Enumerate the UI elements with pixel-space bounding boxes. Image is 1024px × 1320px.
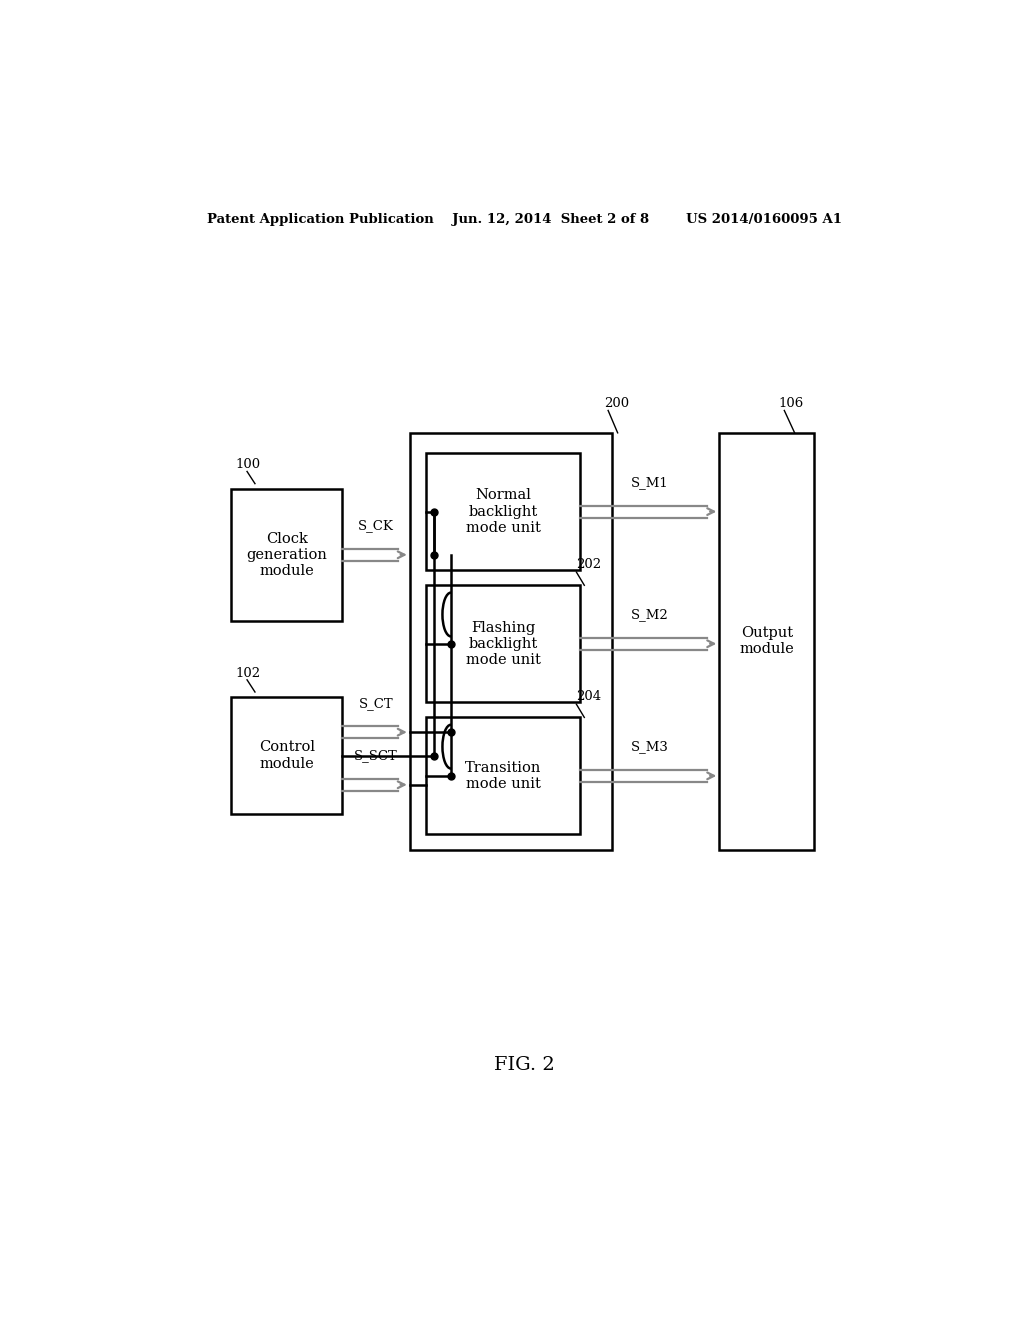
Text: S_CT: S_CT [358,697,393,710]
Bar [426,718,581,834]
Text: Transition
mode unit: Transition mode unit [465,760,541,791]
Text: S_CK: S_CK [358,520,394,532]
Text: S_M3: S_M3 [631,741,669,754]
Text: 204: 204 [577,690,601,704]
Bar [410,433,612,850]
Text: Patent Application Publication    Jun. 12, 2014  Sheet 2 of 8        US 2014/016: Patent Application Publication Jun. 12, … [207,213,843,226]
Bar [231,697,342,814]
Text: Clock
generation
module: Clock generation module [247,532,327,578]
Text: 200: 200 [604,397,630,411]
Text: S_M2: S_M2 [631,609,669,622]
Text: Control
module: Control module [259,741,314,771]
Text: FIG. 2: FIG. 2 [495,1056,555,1074]
Text: 100: 100 [236,458,260,471]
Bar [719,433,814,850]
Text: Flashing
backlight
mode unit: Flashing backlight mode unit [466,620,541,667]
Text: 106: 106 [778,397,804,411]
Bar [426,453,581,570]
Text: S_SCT: S_SCT [354,750,398,763]
Text: Output
module: Output module [739,626,795,656]
Bar [426,585,581,702]
Text: Normal
backlight
mode unit: Normal backlight mode unit [466,488,541,535]
Bar [231,488,342,620]
Text: 102: 102 [236,667,260,680]
Text: 202: 202 [577,558,601,572]
Text: S_M1: S_M1 [631,477,669,490]
